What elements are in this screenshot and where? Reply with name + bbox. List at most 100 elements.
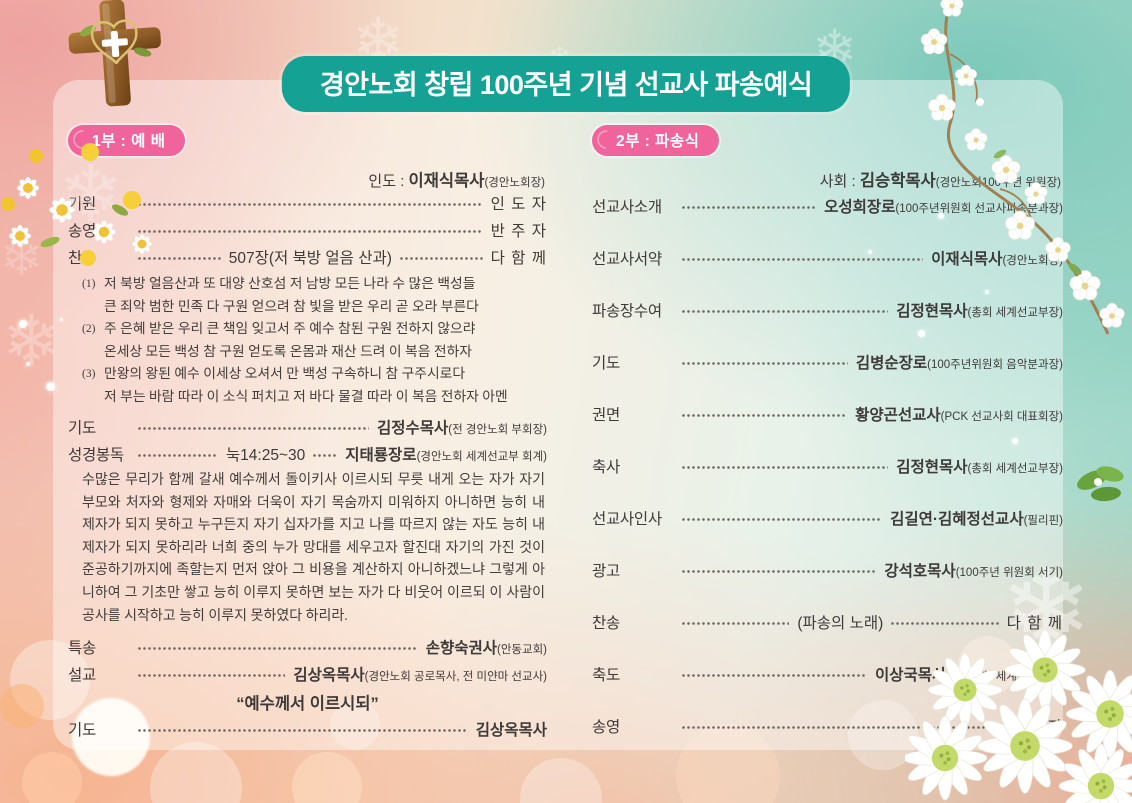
leader-prefix: 인도 : — [368, 173, 409, 190]
row-person-role: (100주년 위원회 서기) — [955, 567, 1063, 579]
verse-line: 만왕의 왕된 예수 이세상 오셔서 만 백성 구속하니 참 구주시로다 — [104, 366, 466, 381]
bokeh-circle — [292, 752, 362, 803]
dotted-leader — [682, 309, 889, 313]
part2-badge: 2부 : 파송식 — [592, 125, 720, 156]
verse-line: 저 부는 바람 따라 이 소식 퍼치고 저 바다 물결 따라 이 복음 전하자 … — [104, 388, 508, 404]
row-right-text: 반 주 자 — [490, 223, 547, 240]
leader-role: (경안노회장) — [484, 177, 545, 189]
row-person-role: (필리핀) — [1023, 515, 1063, 527]
row-person-role: (경안노회 공로목사, 전 미얀마 선교사) — [364, 671, 547, 684]
dotted-leader — [682, 517, 883, 521]
program-row: 축사 김정현목사 (총회 세계선교부장) — [592, 455, 1063, 476]
snowflake-icon: ❄ — [2, 300, 61, 382]
row-label: 설교 — [68, 667, 96, 685]
dotted-leader — [138, 229, 483, 233]
row-person-role: (PCK 선교사회 대표회장) — [940, 411, 1063, 423]
hymn-verse: (2) 주 은혜 받은 우리 큰 책임 잊고서 주 예수 참된 구원 전하지 않으… — [82, 318, 547, 363]
program-row: 기원 인 도 자 — [68, 192, 547, 213]
dotted-leader — [313, 453, 338, 457]
hymn-verses: (1) 저 북방 얼음산과 또 대양 산호섬 저 남방 모든 나라 수 많은 백성… — [82, 273, 547, 408]
sermon-title: “예수께서 이르시되” — [236, 695, 379, 714]
row-center-text: (파송의 노래) — [797, 615, 884, 632]
row-label: 선교사소개 — [592, 199, 662, 216]
row-person-name: 지태룡장로 — [345, 447, 417, 464]
dotted-leader — [682, 673, 868, 677]
row-right-text: 다 함 께 — [1006, 615, 1063, 632]
scripture-text: 수많은 무리가 함께 갈새 예수께서 돌이키사 이르시되 무릇 내게 오는 자가… — [82, 473, 545, 624]
row-label: 찬송 — [68, 250, 96, 267]
part2-rows: 선교사소개 오성희장로 (100주년위원회 선교사파송분과장) 선교사서약 이재식목사(… — [592, 195, 1064, 736]
row-label: 송영 — [592, 719, 620, 736]
dotted-leader — [138, 426, 369, 430]
bokeh-circle — [22, 752, 82, 803]
sparkle-dot — [868, 250, 872, 254]
dotted-leader — [682, 725, 999, 729]
program-row: 설교 김상옥목사 (경안노회 공로목사, 전 미얀마 선교사) — [68, 663, 547, 685]
row-label: 권면 — [592, 407, 620, 424]
snowflake-icon: ❄ — [58, 150, 124, 240]
row-person-role: (안동교회) — [497, 644, 547, 657]
part1-leader-line: 인도 : 이재식목사(경안노회장) — [68, 167, 545, 190]
sparkle-dot — [26, 362, 30, 366]
row-person-name: 김정현목사 — [896, 459, 968, 476]
row-right-text: 인 도 자 — [490, 196, 547, 213]
row-person-role: (100주년위원회 음악분과장) — [927, 359, 1063, 371]
row-label: 선교사인사 — [592, 511, 662, 528]
sparkle-dot — [985, 290, 989, 294]
verse-line: 온세상 모든 백성 참 구원 얻도록 온몸과 재산 드려 이 복음 전하자 — [104, 343, 472, 359]
row-label: 광고 — [592, 563, 620, 580]
row-center-text: 507장(저 북방 얼음 산과) — [228, 250, 392, 267]
row-person-name: 김상옥목사 — [475, 722, 547, 740]
sparkle-dot — [60, 318, 63, 321]
verse-line: 주 은혜 받은 우리 큰 책임 잊고서 주 예수 참된 구원 전하지 않으랴 — [104, 321, 476, 336]
program-row: 송영 반 주 자 — [68, 219, 547, 240]
dotted-leader — [682, 465, 889, 469]
program-row: 광고 강석호목사 (100주년 위원회 서기) — [592, 559, 1063, 580]
content-panel: 1부 : 예 배 인도 : 이재식목사(경안노회장) 기원 인 도 자 송영 반 주 … — [53, 80, 1063, 750]
row-label: 축사 — [592, 459, 620, 476]
row-person-name: 이상국목사 — [875, 667, 947, 684]
sparkle-dot — [938, 213, 944, 219]
leader-name: 이재식목사 — [408, 172, 485, 190]
snowflake-icon: ❄ — [0, 228, 44, 288]
program-row: 선교사소개 오성희장로 (100주년위원회 선교사파송분과장) — [592, 195, 1063, 216]
part2-presider-line: 사회 : 김승학목사(경안노회100주년 위원장) — [592, 167, 1061, 190]
program-row: 성경봉독 눅14:25~30 지태룡장로 (경안노회 세계선교부 회계) — [68, 443, 547, 464]
row-person-role: (총회 세계선교부장) — [967, 307, 1064, 319]
part1-middle-rows: 기도 김정수목사 (전 경안노회 부회장) 성경봉독 눅14:25~30 지태룡장로 (경… — [68, 416, 547, 464]
row-label: 성경봉독 — [68, 447, 124, 464]
part1-badge-label: 1부 : 예 배 — [92, 133, 166, 150]
sparkle-dot — [46, 382, 55, 391]
verse-line: 저 북방 얼음산과 또 대양 산호섬 저 남방 모든 나라 수 많은 백성들 — [104, 276, 476, 291]
program-row: 기도 김상옥목사 — [68, 718, 547, 740]
verse-number: (2) — [82, 323, 96, 335]
verse-number: (3) — [82, 368, 96, 380]
bokeh-circle — [0, 684, 44, 728]
dotted-leader — [138, 673, 286, 677]
row-label: 기도 — [68, 722, 96, 740]
row-person-name: 김정수목사 — [376, 420, 449, 437]
dotted-leader — [138, 728, 468, 732]
row-person-name: 김정현목사 — [896, 303, 968, 320]
row-person-name: 손향숙권사 — [425, 640, 498, 658]
dotted-leader — [138, 453, 218, 457]
row-person-name: 오성희장로 — [824, 199, 896, 216]
hymn-verse: (1) 저 북방 얼음산과 또 대양 산호섬 저 남방 모든 나라 수 많은 백성… — [82, 273, 547, 318]
program-row: 선교사인사 김길연·김혜정선교사 (필리핀) — [592, 507, 1063, 528]
dotted-leader — [138, 646, 418, 650]
row-label: 기도 — [68, 420, 96, 437]
bokeh-circle — [330, 700, 380, 750]
presider-role: (경안노회100주년 위원장) — [935, 177, 1061, 189]
row-person-role: (100주년위원회 선교사파송분과장) — [895, 203, 1063, 215]
row-right-text: 다 함 께 — [490, 250, 547, 267]
bokeh-circle — [72, 698, 150, 776]
dotted-leader — [682, 569, 877, 573]
row-person-role: (전 경안노회 부회장) — [448, 424, 547, 436]
program-row: 찬송 (파송의 노래) 다 함 께 — [592, 611, 1063, 632]
part2-column: 2부 : 파송식 사회 : 김승학목사(경안노회100주년 위원장) 선교사소개… — [592, 125, 1063, 767]
